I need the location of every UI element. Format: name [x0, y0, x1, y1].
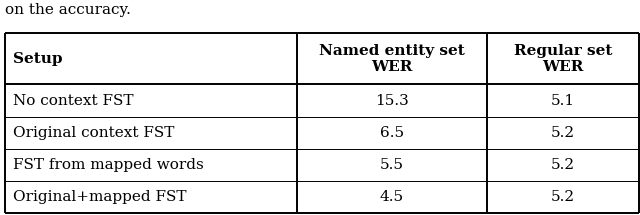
Text: Setup: Setup [13, 52, 62, 66]
Text: on the accuracy.: on the accuracy. [5, 3, 131, 17]
Text: 5.2: 5.2 [550, 158, 575, 172]
Text: 15.3: 15.3 [375, 94, 408, 108]
Text: Named entity set
WER: Named entity set WER [319, 44, 465, 74]
Text: 5.2: 5.2 [550, 190, 575, 204]
Text: Regular set
WER: Regular set WER [513, 44, 612, 74]
Text: Original+mapped FST: Original+mapped FST [13, 190, 186, 204]
Text: 6.5: 6.5 [380, 126, 404, 140]
Text: 5.2: 5.2 [550, 126, 575, 140]
Text: No context FST: No context FST [13, 94, 133, 108]
Text: Original context FST: Original context FST [13, 126, 174, 140]
Text: 4.5: 4.5 [380, 190, 404, 204]
Text: FST from mapped words: FST from mapped words [13, 158, 204, 172]
Text: 5.1: 5.1 [550, 94, 575, 108]
Text: 5.5: 5.5 [380, 158, 404, 172]
